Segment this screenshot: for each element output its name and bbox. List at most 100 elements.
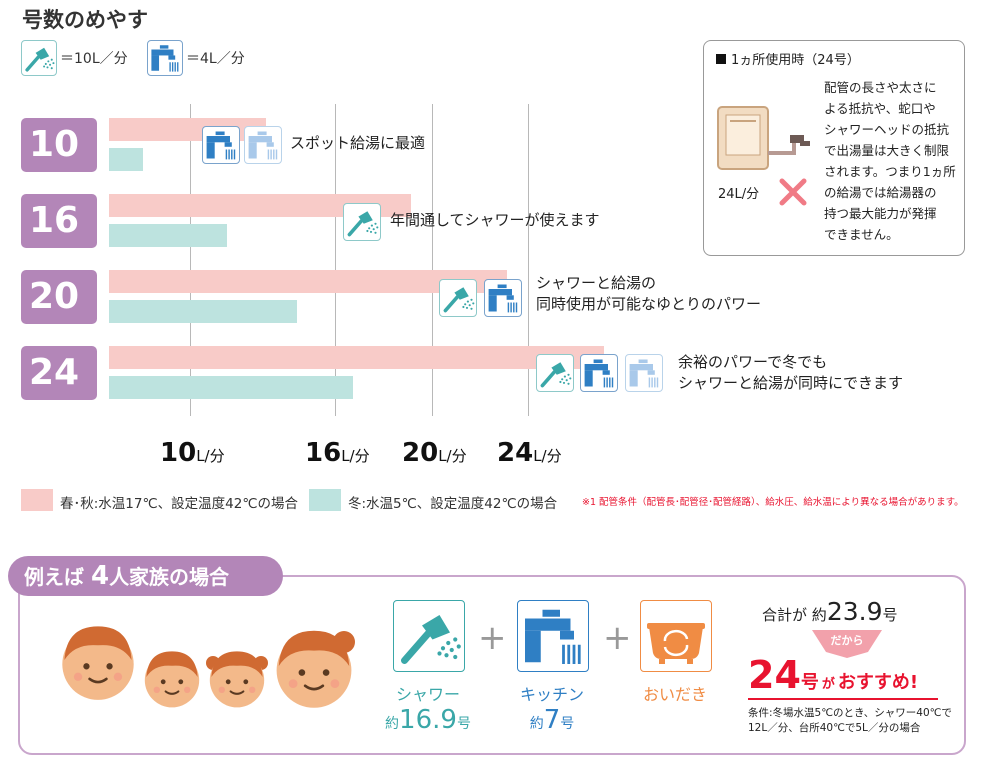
badge-unit: 号 [29,417,49,441]
family-example-tab: 例えば 4人家族の場合 [8,556,283,596]
rec-ga: が [821,677,835,692]
caption-line: スポット給湯に最適 [290,134,426,152]
condition-line: 12L／分、台所40℃で5L／分の場合 [748,722,921,734]
water-heater-icon [717,106,810,170]
bar-spring-16 [109,194,411,217]
kitchen-label: キッチン [519,685,584,704]
caption-line: 余裕のパワーで冬でも [678,353,828,371]
tick-value: 20 [402,438,439,468]
note-heading: 1ヵ所使用時（24号） [716,49,860,68]
note-line: されます。つまり1ヵ所 [824,164,956,179]
shower-icon [343,203,381,241]
legend-spring-label: 春･秋:水温17℃、設定温度42℃の場合 [60,496,298,512]
kitchen-number: 7 [543,705,561,735]
tick-label: 10L/分 [160,438,225,468]
tick-unit: L/分 [196,447,225,465]
tick-label: 16L/分 [305,438,370,468]
shower-prefix: 約 [385,716,400,732]
shower-unit: 号 [456,716,471,732]
kitchen-unit: 号 [560,716,575,732]
badge-10: 10号 [21,118,97,213]
tick-label: 24L/分 [497,438,562,468]
legend-shower-icon [21,40,57,76]
caption-line: 同時使用が可能なゆとりのパワー [536,295,762,313]
legend-winter-label: 冬:水温5℃、設定温度42℃の場合 [348,496,558,512]
down-arrow-icon [812,630,882,658]
note-flow: 24L/分 [718,187,760,202]
badge-label: 24号 [29,352,80,441]
rec-text: おすすめ! [837,672,919,693]
caption-line: 年間通してシャワーが使えます [390,211,600,229]
girl-face-icon [206,650,268,709]
gridline [190,104,191,416]
shower-icon [439,279,477,317]
page-title: 号数のめやす [22,8,148,32]
cross-icon [779,178,807,206]
tick-label: 20L/分 [402,438,467,468]
boy-face-icon [140,645,204,709]
gridline [432,104,433,416]
faucet-icon [580,354,618,392]
caption-16: 年間通してシャワーが使えます [390,210,600,231]
bar-winter-10 [109,148,143,171]
faucet-faded-icon [244,126,282,164]
note-body: 配管の長さや太さに よる抵抗や、蛇口や シャワーヘッドの抵抗 で出湯量は大きく制… [824,77,960,245]
legend-shower-rate: ＝10L／分 [60,51,128,67]
footnote: ※1 配管条件（配管長･配管径･配管経路）、給水圧、給水温により異なる場合があり… [582,497,964,508]
gridline [528,104,529,416]
faucet-faded-icon [625,354,663,392]
tab-suffix: 人家族の場合 [109,565,230,589]
shower-device-icon [393,600,465,672]
total-line: 合計が 約23.9号 [762,597,898,626]
bar-spring-24 [109,346,604,369]
caption-line: シャワーと給湯が同時にできます [678,374,904,392]
shower-icon [536,354,574,392]
faucet-icon [202,126,240,164]
legend-swatch-spring [21,489,53,511]
legend-faucet-icon [147,40,183,76]
bar-spring-10 [109,118,266,141]
oidaki-label: おいだき [642,685,707,704]
plus-icon: + [603,618,632,658]
plus-icon: + [478,618,507,658]
total-prefix: 合計が [762,606,808,624]
bar-winter-24 [109,376,353,399]
bar-winter-20 [109,300,298,323]
shower-number: 16.9 [399,705,457,735]
dakara-label: だから [830,634,864,647]
tick-value: 16 [305,438,342,468]
rec-unit: 号 [800,672,819,693]
condition-note: 条件:冬場水温5℃のとき、シャワー40℃で 12L／分、台所40℃で5L／分の場… [748,706,952,736]
tick-unit: L/分 [438,447,467,465]
shower-value: 約16.9号 [368,705,488,735]
note-line: シャワーヘッドの抵抗 [824,122,950,137]
caption-24: 余裕のパワーで冬でも シャワーと給湯が同時にできます [678,352,903,394]
tick-value: 24 [497,438,534,468]
tick-unit: L/分 [533,447,562,465]
mother-face-icon [275,629,355,710]
note-line: で出湯量は大きく制限 [824,143,950,158]
kitchen-device-icon [517,600,589,672]
note-line: 配管の長さや太さに [824,80,937,95]
bar-winter-16 [109,224,228,247]
total-unit: 号 [882,606,898,624]
square-bullet-icon [716,54,726,64]
tab-prefix: 例えば [24,565,84,589]
badge-20: 20号 [21,270,97,365]
legend-faucet-rate: ＝4L／分 [186,51,245,67]
note-line: の給湯では給湯器の [824,185,937,200]
note-line: よる抵抗や、蛇口や [824,101,936,116]
legend-swatch-winter [309,489,341,511]
father-face-icon [56,618,140,702]
note-line: できません。 [824,227,899,242]
tick-value: 10 [160,438,197,468]
rec-underline [748,698,938,700]
bath-icon [640,600,712,672]
tick-unit: L/分 [341,447,370,465]
bar-spring-20 [109,270,508,293]
kitchen-value: 約7号 [492,705,612,735]
gridline [335,104,336,416]
caption-10: スポット給湯に最適 [290,133,425,154]
note-heading-text: 1ヵ所使用時（24号） [731,53,860,68]
kitchen-prefix: 約 [529,716,544,732]
